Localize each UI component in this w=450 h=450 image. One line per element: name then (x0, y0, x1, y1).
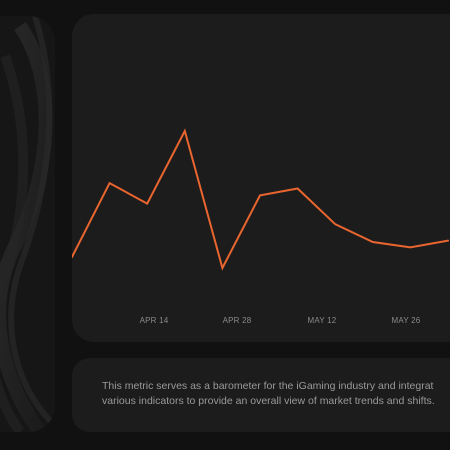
series-line (72, 128, 449, 271)
description-line-2: various indicators to provide an overall… (102, 395, 435, 407)
line-chart: APR 14 APR 28 MAY 12 MAY 26 (72, 128, 449, 325)
decorative-panel (0, 16, 55, 432)
x-tick-label: APR 28 (223, 316, 252, 325)
x-axis-ticks: APR 14 APR 28 MAY 12 MAY 26 (140, 316, 421, 325)
line-chart-card: APR 14 APR 28 MAY 12 MAY 26 (72, 14, 450, 342)
description-line-1: This metric serves as a barometer for th… (102, 380, 434, 392)
decorative-swirl (0, 16, 55, 432)
description-text: This metric serves as a barometer for th… (102, 379, 450, 409)
x-tick-label: MAY 26 (392, 316, 421, 325)
x-tick-label: MAY 12 (308, 316, 337, 325)
x-tick-label: APR 14 (140, 316, 169, 325)
description-card: This metric serves as a barometer for th… (72, 358, 450, 432)
